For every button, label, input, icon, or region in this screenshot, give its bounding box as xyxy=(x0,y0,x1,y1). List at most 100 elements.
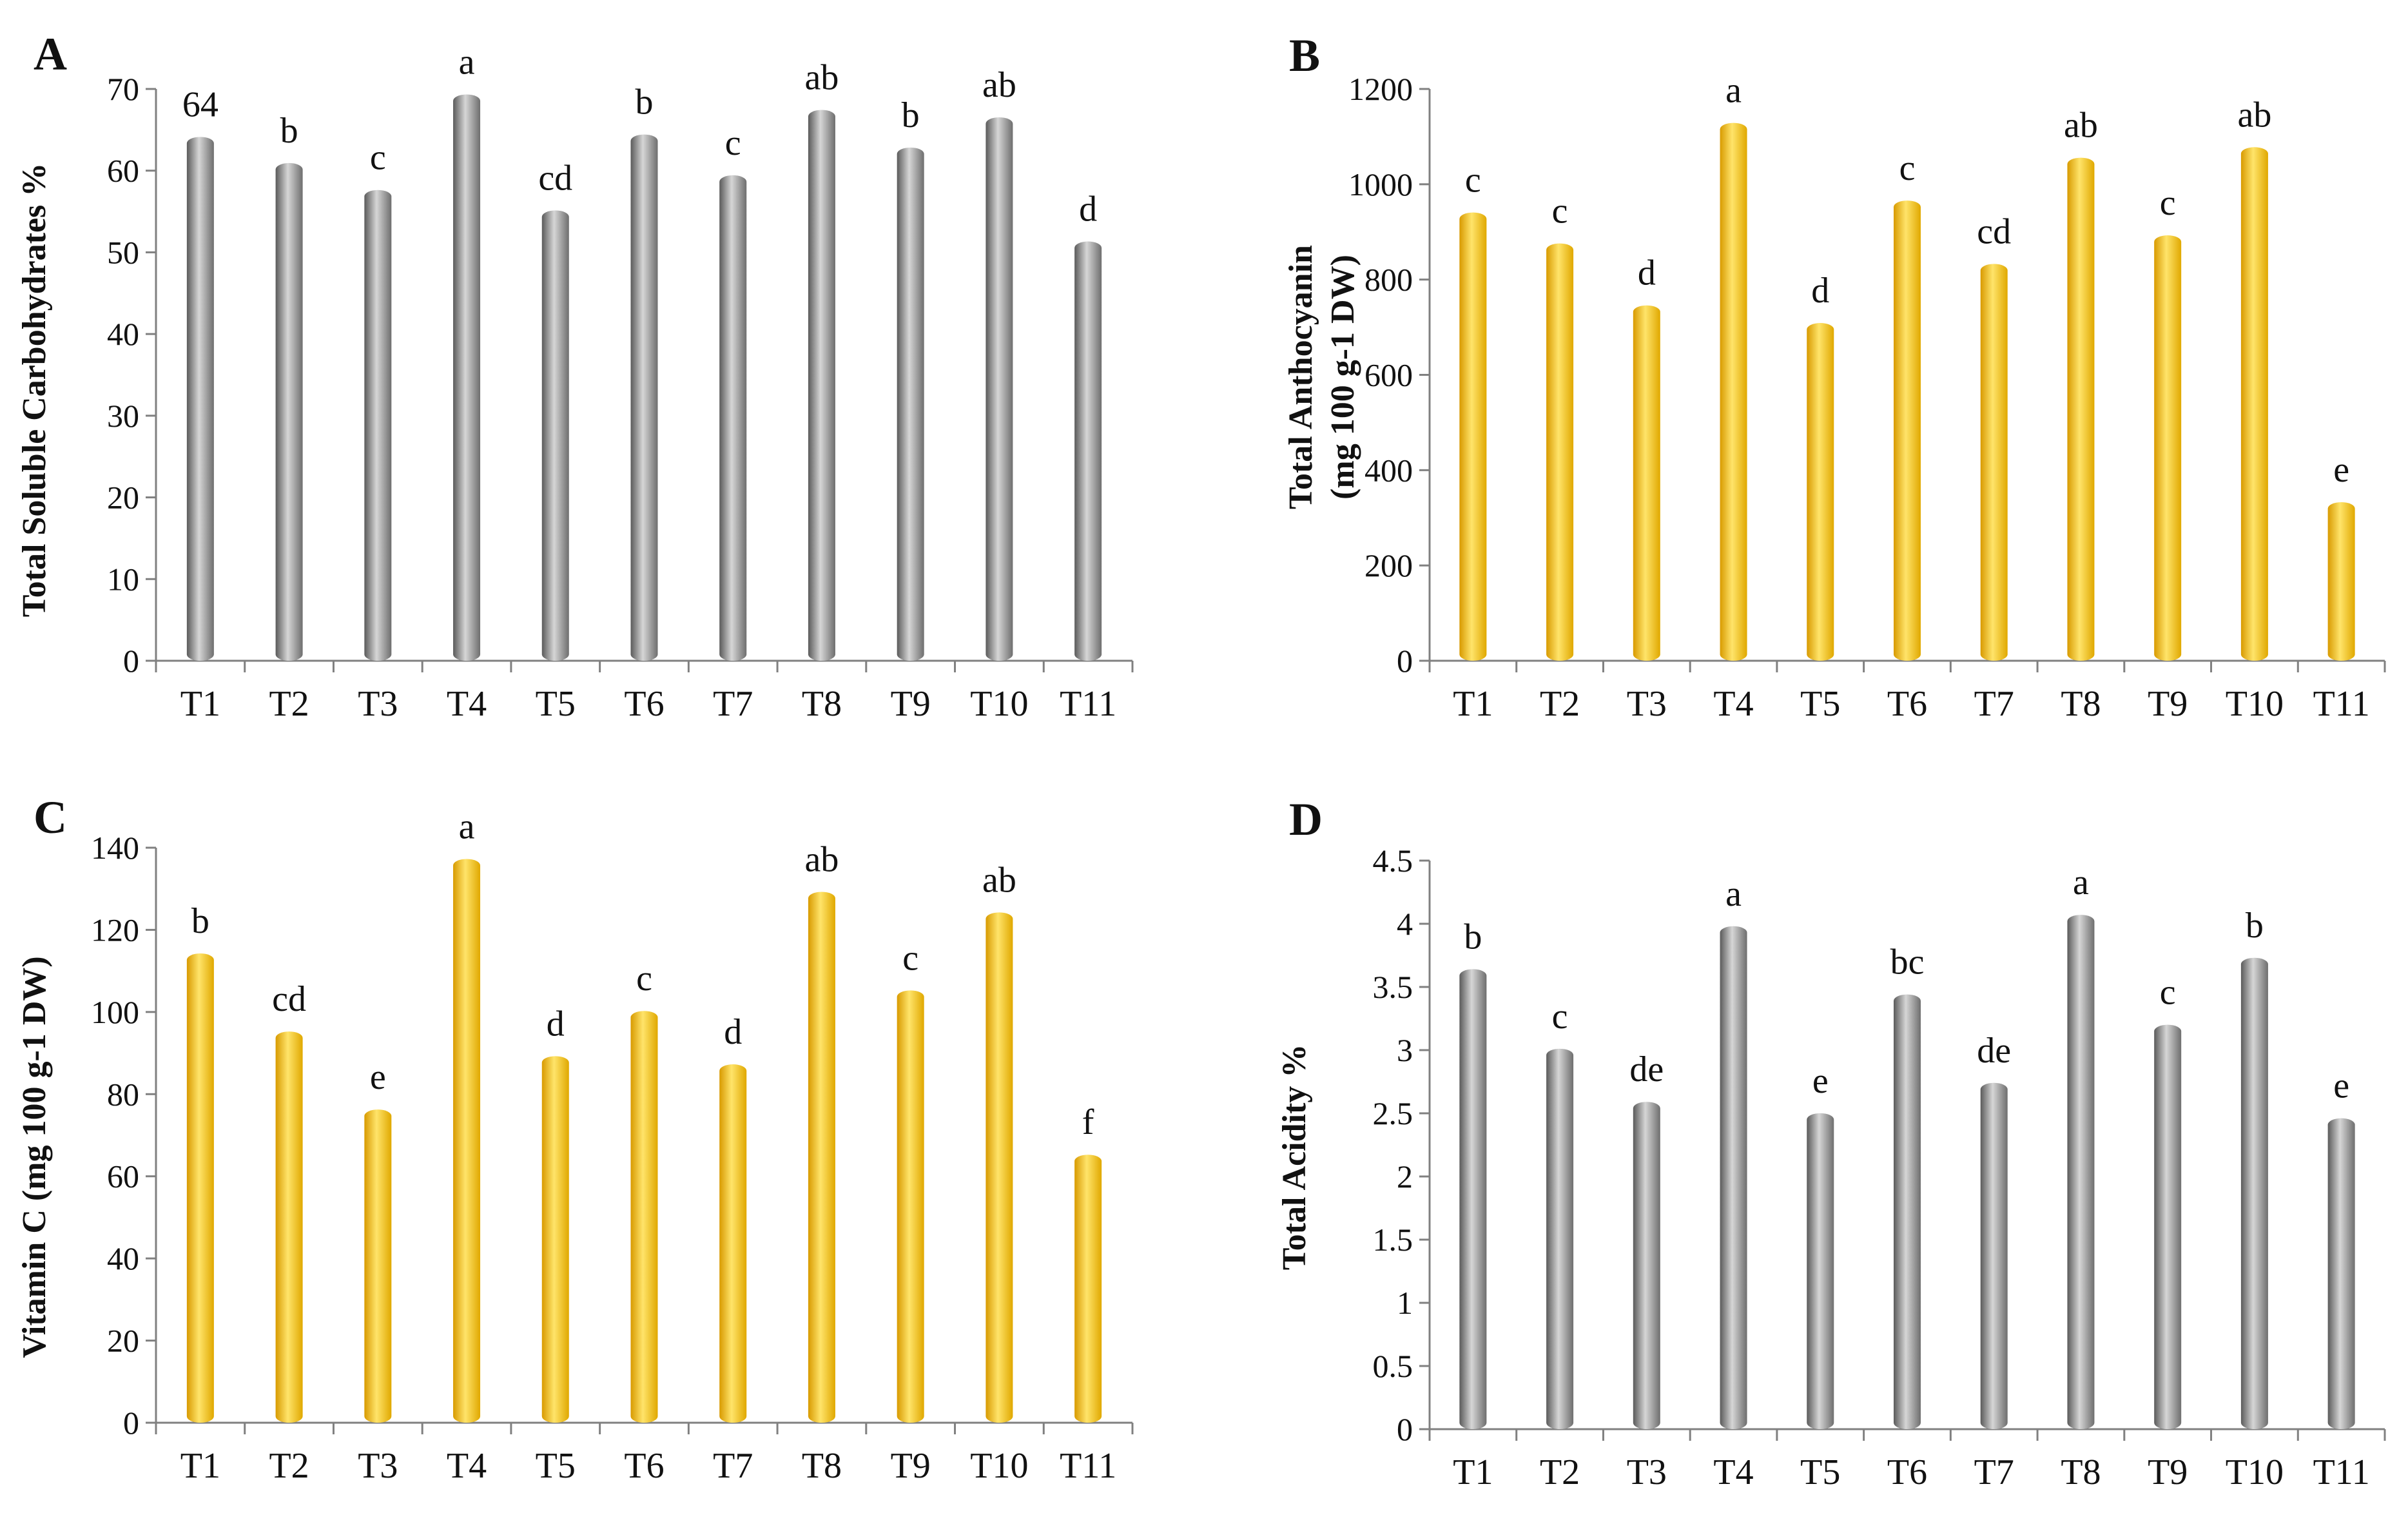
panel-a-bar-annotation: c xyxy=(370,138,386,178)
panel-c-bar-t4 xyxy=(453,859,481,1423)
panel-b-bar-annotation: c xyxy=(1552,191,1568,231)
panel-b-bar-annotation: e xyxy=(2333,450,2349,490)
panel-c-x-tick-label: T4 xyxy=(447,1446,487,1486)
panel-d-label: D xyxy=(1289,794,1323,845)
panel-b-y-axis-label-line2: (mg 100 g-1 DW) xyxy=(1325,255,1361,500)
panel-c-x-tick-label: T8 xyxy=(802,1446,842,1486)
panel-b-bar-t10 xyxy=(2240,147,2268,661)
panel-a-x-tick-label: T1 xyxy=(180,684,220,724)
panel-b-y-tick-label: 600 xyxy=(1364,357,1413,393)
panel-d-bar-annotation: de xyxy=(1629,1049,1664,1089)
panel-c-y-tick-label: 80 xyxy=(107,1076,139,1112)
panel-b-bar-t8 xyxy=(2067,157,2095,661)
panel-a-y-tick-label: 20 xyxy=(107,480,139,516)
panel-d-bar-t2 xyxy=(1546,1048,1574,1429)
panel-b-x-tick-label: T7 xyxy=(1974,684,2014,724)
panel-d-y-tick-label: 2 xyxy=(1397,1158,1413,1195)
panel-b-x-tick-label: T5 xyxy=(1800,684,1840,724)
panel-a-y-tick-label: 60 xyxy=(107,153,139,189)
panel-a-x-tick-label: T9 xyxy=(891,684,931,724)
panel-d-bar-annotation: b xyxy=(2246,906,2264,946)
panel-b-bar-annotation: d xyxy=(1811,271,1829,311)
panel-c-bar-t8 xyxy=(808,892,835,1423)
panel-c-bar-annotation: a xyxy=(459,806,475,846)
panel-b-bar-annotation: c xyxy=(1465,161,1481,200)
panel-c-y-tick-label: 60 xyxy=(107,1158,139,1195)
panel-d-x-tick-label: T10 xyxy=(2226,1452,2284,1492)
panel-b-x-tick-label: T9 xyxy=(2148,684,2188,724)
panel-d-bar-annotation: c xyxy=(1552,997,1568,1037)
panel-a-bar-t11 xyxy=(1074,241,1102,661)
panel-a-bar-t10 xyxy=(986,117,1013,661)
panel-c-x-tick-label: T3 xyxy=(358,1446,398,1486)
panel-b-bar-t3 xyxy=(1633,305,1660,661)
panel-a-bar-t5 xyxy=(541,210,569,661)
panel-d-x-tick-label: T8 xyxy=(2061,1452,2101,1492)
panel-c-bar-t9 xyxy=(897,990,924,1423)
panel-d-bar-t3 xyxy=(1633,1102,1660,1429)
panel-c-x-tick-label: T5 xyxy=(536,1446,576,1486)
panel-b-x-tick-label: T2 xyxy=(1540,684,1580,724)
panel-c-bar-t2 xyxy=(275,1031,303,1423)
panel-c-x-tick-label: T1 xyxy=(180,1446,220,1486)
panel-d-y-tick-label: 3.5 xyxy=(1373,969,1413,1005)
panel-c-y-tick-label: 0 xyxy=(123,1405,139,1441)
panel-d-bar-annotation: b xyxy=(1464,917,1482,957)
panel-d-bar-t7 xyxy=(1980,1082,2008,1429)
panel-b-bar-annotation: c xyxy=(1899,148,1916,188)
panel-a-x-tick-label: T3 xyxy=(358,684,398,724)
panel-b-x-tick-label: T11 xyxy=(2313,684,2370,724)
panel-b-y-tick-label: 1200 xyxy=(1348,71,1413,107)
panel-c-y-tick-label: 140 xyxy=(91,830,139,866)
panel-d-plot: 00.511.522.533.544.5T1bT2cT3deT4aT5eT6bc… xyxy=(1373,843,2386,1492)
panel-c-y-tick-label: 20 xyxy=(107,1323,139,1359)
panel-c-plot: 0 20 40 60 80 100 120 140 T1 b T2 cd T3 e T4 a T5 d T6 c T7 d… xyxy=(91,806,1134,1486)
panel-c-x-tick-label: T7 xyxy=(713,1446,753,1486)
panel-a-x-tick-label: T11 xyxy=(1060,684,1116,724)
panel-b-x-tick-label: T6 xyxy=(1887,684,1927,724)
panel-a-bar-annotation: c xyxy=(725,123,741,163)
panel-d-x-tick-label: T7 xyxy=(1974,1452,2014,1492)
panel-d-y-tick-label: 2.5 xyxy=(1373,1095,1413,1131)
panel-d-x-tick-label: T4 xyxy=(1713,1452,1753,1492)
panel-c-bar-t1 xyxy=(186,953,214,1423)
panel-b-bar-annotation: c xyxy=(2160,183,2176,223)
panel-a: A Total Soluble Carbohydrates % 0 10 20 30 4… xyxy=(16,28,1134,724)
panel-a-x-tick-label: T8 xyxy=(802,684,842,724)
panel-a-bar-annotation: d xyxy=(1079,190,1097,229)
panel-d-bar-annotation: a xyxy=(1725,874,1742,914)
panel-c-bar-annotation: c xyxy=(636,959,652,999)
panel-b-y-tick-label: 200 xyxy=(1364,547,1413,583)
panel-b-bar-t11 xyxy=(2327,502,2355,661)
panel-b-x-tick-label: T3 xyxy=(1627,684,1667,724)
panel-b-y-tick-label: 0 xyxy=(1397,643,1413,679)
panel-b-y-tick-label: 400 xyxy=(1364,452,1413,488)
panel-a-bar-annotation: b xyxy=(636,83,654,122)
panel-c-x-tick-label: T10 xyxy=(970,1446,1028,1486)
panel-d-y-tick-label: 1.5 xyxy=(1373,1222,1413,1258)
panel-d-bar-annotation: de xyxy=(1977,1031,2011,1071)
panel-a-bar-t7 xyxy=(719,175,747,661)
panel-c-bar-annotation: e xyxy=(370,1057,386,1097)
panel-c-bar-t11 xyxy=(1074,1155,1102,1423)
panel-c: C Vitamin C (mg 100 g-1 DW) 0 20 40 60 80 100… xyxy=(16,792,1134,1486)
panel-a-bar-t1 xyxy=(186,137,214,661)
panel-b-x-tick-label: T10 xyxy=(2226,684,2284,724)
panel-c-x-tick-label: T11 xyxy=(1060,1446,1116,1486)
panel-d-y-tick-label: 4.5 xyxy=(1373,843,1413,879)
panel-d-x-tick-label: T2 xyxy=(1540,1452,1580,1492)
panel-c-y-tick-label: 100 xyxy=(91,994,139,1030)
panel-c-bar-annotation: ab xyxy=(982,860,1016,900)
panel-d-x-tick-label: T1 xyxy=(1453,1452,1493,1492)
panel-b-y-tick-label: 1000 xyxy=(1348,166,1413,202)
panel-d-y-tick-label: 1 xyxy=(1397,1285,1413,1321)
panel-c-bar-annotation: d xyxy=(724,1012,742,1052)
panel-d-y-axis-label: Total Acidity % xyxy=(1276,1044,1313,1271)
panel-c-bar-annotation: c xyxy=(902,938,918,978)
panel-d-x-tick-label: T11 xyxy=(2313,1452,2370,1492)
panel-d-bar-annotation: e xyxy=(2333,1066,2349,1106)
panel-d-bar-t8 xyxy=(2067,915,2095,1429)
panel-d: D Total Acidity % 0 0.5 1 1.5 2 2.5 3 3.5 4 4.5 T1… xyxy=(1276,794,2386,1492)
panel-d-bar-t9 xyxy=(2154,1024,2182,1429)
